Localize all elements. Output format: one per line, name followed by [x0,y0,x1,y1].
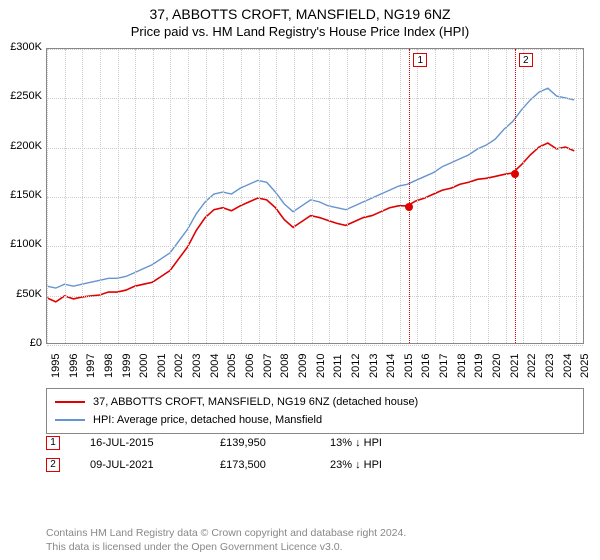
x-axis-label: 1998 [103,338,115,378]
chart-title: 37, ABBOTTS CROFT, MANSFIELD, NG19 6NZ [0,0,600,22]
x-axis-label: 1996 [68,338,80,378]
legend-swatch [55,401,85,403]
chart-area: 12 [46,48,584,344]
x-axis-label: 2008 [279,338,291,378]
x-axis-label: 2007 [262,338,274,378]
legend-label: HPI: Average price, detached house, Mans… [93,411,322,429]
legend-item-price-paid: 37, ABBOTTS CROFT, MANSFIELD, NG19 6NZ (… [55,393,575,411]
x-axis-label: 2017 [438,338,450,378]
x-axis-label: 1999 [121,338,133,378]
y-axis-label: £150K [2,189,42,201]
x-axis-label: 2023 [544,338,556,378]
x-axis-label: 2016 [420,338,432,378]
x-axis-label: 2011 [332,338,344,378]
event-date: 09-JUL-2021 [90,454,220,476]
y-axis-label: £300K [2,41,42,53]
event-row-1: 1 16-JUL-2015 £139,950 13% ↓ HPI [46,432,584,454]
events-table: 1 16-JUL-2015 £139,950 13% ↓ HPI 2 09-JU… [46,432,584,476]
event-marker-inline: 1 [413,53,427,67]
footer-attribution: Contains HM Land Registry data © Crown c… [46,526,406,554]
x-axis-label: 2010 [315,338,327,378]
x-axis-label: 2022 [526,338,538,378]
x-axis-label: 2015 [403,338,415,378]
x-axis-label: 1997 [85,338,97,378]
x-axis-label: 2018 [456,338,468,378]
x-axis-label: 2000 [138,338,150,378]
event-row-2: 2 09-JUL-2021 £173,500 23% ↓ HPI [46,454,584,476]
event-marker-2: 2 [46,458,60,472]
x-axis-label: 2009 [297,338,309,378]
x-axis-label: 2014 [385,338,397,378]
event-date: 16-JUL-2015 [90,432,220,454]
y-axis-label: £50K [2,288,42,300]
x-axis-label: 2003 [191,338,203,378]
y-axis-label: £0 [2,337,42,349]
event-dot [511,170,519,178]
x-axis-label: 2024 [562,338,574,378]
x-axis-label: 2025 [579,338,591,378]
x-axis-label: 2012 [350,338,362,378]
x-axis-label: 2021 [509,338,521,378]
event-price: £139,950 [220,432,330,454]
x-axis-label: 2004 [209,338,221,378]
x-axis-label: 2020 [491,338,503,378]
y-axis-label: £200K [2,140,42,152]
legend-box: 37, ABBOTTS CROFT, MANSFIELD, NG19 6NZ (… [46,388,584,434]
x-axis-label: 2001 [156,338,168,378]
x-axis-label: 1995 [50,338,62,378]
legend-item-hpi: HPI: Average price, detached house, Mans… [55,411,575,429]
event-price: £173,500 [220,454,330,476]
footer-line-2: This data is licensed under the Open Gov… [46,540,406,554]
event-marker-inline: 2 [519,53,533,67]
legend-swatch [55,419,85,421]
y-axis-label: £250K [2,90,42,102]
footer-line-1: Contains HM Land Registry data © Crown c… [46,526,406,540]
y-axis-label: £100K [2,238,42,250]
x-axis-label: 2013 [368,338,380,378]
event-dot [405,203,413,211]
chart-plot [47,49,583,343]
legend-label: 37, ABBOTTS CROFT, MANSFIELD, NG19 6NZ (… [93,393,418,411]
chart-subtitle: Price paid vs. HM Land Registry's House … [0,22,600,39]
event-marker-1: 1 [46,436,60,450]
x-axis-label: 2005 [226,338,238,378]
x-axis-label: 2006 [244,338,256,378]
event-diff: 23% ↓ HPI [330,454,450,476]
x-axis-label: 2019 [473,338,485,378]
x-axis-label: 2002 [173,338,185,378]
event-diff: 13% ↓ HPI [330,432,450,454]
